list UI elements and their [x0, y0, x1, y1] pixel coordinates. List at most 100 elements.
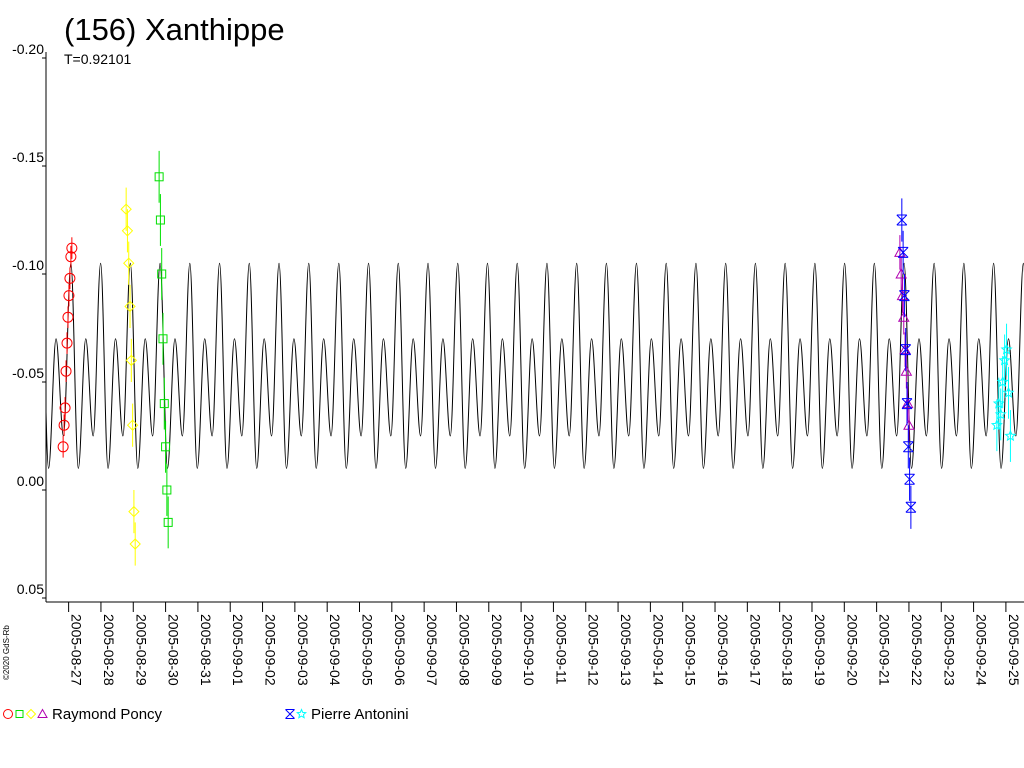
x-tick-label: 2005-09-19 — [812, 614, 828, 686]
chart-subtitle: T=0.92101 — [64, 51, 132, 67]
legend-label: Pierre Antonini — [311, 706, 409, 723]
marker-xstar — [905, 501, 917, 513]
x-tick-label: 2005-09-01 — [230, 614, 246, 686]
chart-title: (156) Xanthippe — [64, 12, 285, 47]
model-curve — [46, 262, 1024, 469]
marker-star — [295, 708, 308, 719]
marker-circle — [57, 441, 69, 453]
marker-triangle — [900, 365, 913, 376]
marker-triangle — [897, 311, 910, 322]
credit: ©2020 GdS-Rb — [2, 625, 11, 680]
marker-circle — [59, 402, 71, 414]
x-tick-label: 2005-09-02 — [263, 614, 279, 686]
y-tick-label: 0.00 — [17, 473, 44, 489]
marker-triangle — [899, 343, 911, 355]
marker-circle — [65, 251, 77, 263]
y-tick-label: -0.10 — [12, 257, 44, 273]
marker-square — [157, 269, 167, 279]
marker-triangle — [903, 419, 915, 430]
marker-diamond — [123, 257, 135, 269]
x-tick-label: 2005-09-03 — [295, 614, 311, 686]
marker-xstar — [904, 473, 915, 485]
y-tick-label: -0.05 — [12, 365, 44, 381]
x-tick-label: 2005-09-20 — [844, 614, 860, 686]
marker-square — [161, 442, 171, 452]
x-tick-label: 2005-08-27 — [69, 614, 85, 686]
marker-diamond — [25, 708, 37, 720]
marker-xstar — [896, 214, 908, 226]
marker-star — [994, 408, 1007, 420]
marker-star — [1004, 429, 1017, 442]
marker-xstar — [902, 441, 914, 453]
plot-area — [46, 150, 1024, 566]
marker-star — [1002, 386, 1015, 398]
marker-square — [159, 399, 169, 409]
marker-star — [992, 397, 1005, 409]
x-tick-label: 2005-09-14 — [650, 614, 666, 686]
x-tick-label: 2005-09-18 — [780, 614, 796, 686]
x-tick-label: 2005-09-21 — [877, 614, 893, 686]
marker-star — [998, 354, 1011, 366]
marker-diamond — [121, 225, 134, 237]
x-tick-label: 2005-09-17 — [747, 614, 763, 686]
marker-diamond — [120, 203, 132, 215]
marker-square — [163, 517, 173, 527]
x-tick-label: 2005-09-08 — [456, 614, 472, 686]
marker-star — [996, 375, 1009, 388]
marker-diamond — [124, 300, 136, 313]
marker-square — [15, 710, 24, 718]
y-tick-label: -0.15 — [12, 149, 44, 165]
x-tick-label: 2005-08-31 — [198, 614, 214, 686]
x-tick-label: 2005-09-09 — [489, 614, 505, 686]
marker-diamond — [125, 354, 138, 367]
marker-triangle — [901, 397, 914, 409]
x-tick-label: 2005-09-24 — [974, 614, 990, 686]
x-tick-label: 2005-09-22 — [909, 614, 925, 686]
legend-label: Raymond Poncy — [52, 706, 163, 723]
x-tick-label: 2005-09-06 — [392, 614, 408, 686]
x-tick-label: 2005-09-10 — [521, 614, 537, 686]
x-tick-label: 2005-09-07 — [424, 614, 440, 686]
marker-circle — [63, 290, 75, 302]
x-tick-label: 2005-09-16 — [715, 614, 731, 686]
marker-circle — [66, 242, 78, 254]
marker-triangle — [37, 708, 48, 718]
marker-circle — [60, 365, 72, 377]
x-tick-label: 2005-09-05 — [360, 614, 376, 686]
x-tick-label: 2005-09-12 — [586, 614, 602, 686]
y-tick-label: -0.20 — [12, 41, 44, 57]
marker-square — [155, 215, 165, 225]
marker-xstar — [897, 246, 909, 258]
marker-diamond — [126, 419, 139, 431]
marker-diamond — [128, 505, 140, 518]
x-tick-label: 2005-08-30 — [166, 614, 182, 686]
marker-circle — [61, 337, 73, 349]
x-tick-label: 2005-09-23 — [941, 614, 957, 686]
marker-square — [154, 172, 164, 182]
x-tick-label: 2005-09-13 — [618, 614, 634, 686]
marker-square — [162, 485, 172, 495]
marker-star — [990, 418, 1003, 431]
marker-xstar — [285, 709, 295, 719]
x-tick-label: 2005-09-11 — [553, 614, 569, 685]
x-tick-label: 2005-08-29 — [133, 614, 149, 686]
x-tick-label: 2005-09-04 — [327, 614, 343, 686]
x-tick-label: 2005-09-15 — [683, 614, 699, 686]
marker-star — [1000, 343, 1013, 355]
marker-circle — [64, 272, 76, 284]
marker-circle — [3, 709, 13, 719]
marker-diamond — [129, 538, 141, 550]
marker-circle — [58, 419, 70, 431]
marker-triangle — [895, 267, 908, 279]
marker-xstar — [900, 344, 912, 356]
marker-square — [158, 334, 168, 344]
x-tick-label: 2005-09-25 — [1006, 614, 1022, 686]
marker-circle — [62, 311, 74, 323]
marker-xstar — [899, 290, 910, 302]
x-tick-label: 2005-08-28 — [101, 614, 117, 686]
y-tick-label: 0.05 — [17, 581, 44, 597]
marker-xstar — [901, 398, 913, 410]
